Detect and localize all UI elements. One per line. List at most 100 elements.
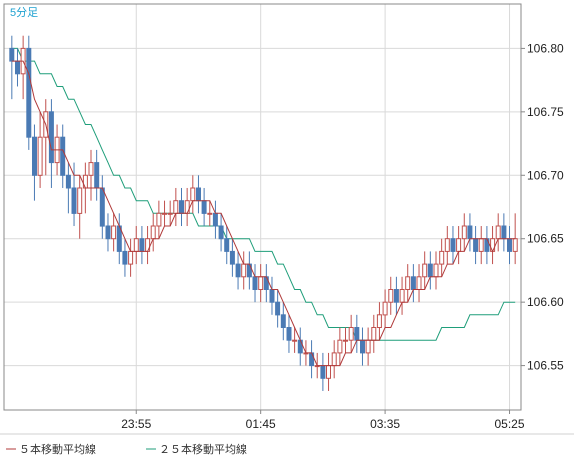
candle-body	[167, 212, 173, 215]
x-tick-label: 05:25	[495, 417, 525, 431]
candle-body	[433, 263, 439, 278]
candle	[348, 314, 354, 353]
candle-body	[258, 276, 264, 290]
candle-body	[246, 263, 252, 278]
candle	[275, 289, 281, 328]
y-tick-label: 106.55	[527, 359, 564, 373]
y-tick-label: 106.80	[527, 41, 564, 55]
legend: ５本移動平均線 ２５本移動平均線	[6, 442, 247, 456]
x-tick-label: 01:45	[246, 417, 276, 431]
candle	[405, 264, 411, 303]
candle-body	[122, 250, 128, 265]
candle-body	[179, 200, 184, 214]
timeframe-label: 5分足	[10, 6, 38, 19]
candle-body	[416, 276, 422, 290]
candle-body	[48, 111, 54, 164]
y-tick-label: 106.60	[527, 295, 564, 309]
legend-label: ２５本移動平均線	[159, 442, 247, 456]
candle-body	[286, 327, 292, 341]
candle-body	[196, 187, 201, 202]
candle-body	[444, 238, 450, 252]
candle	[156, 200, 162, 239]
candle-body	[145, 238, 151, 252]
candle	[439, 238, 445, 277]
candle	[122, 238, 128, 277]
candle-body	[212, 212, 218, 227]
candle	[111, 213, 117, 252]
candle-body	[207, 212, 213, 215]
candles-group	[9, 35, 518, 391]
candle-body	[201, 200, 207, 214]
candle-body	[71, 187, 77, 214]
candle	[162, 200, 167, 227]
candle-body	[269, 289, 275, 303]
candle-body	[184, 200, 190, 214]
candle-body	[461, 225, 467, 240]
candle	[422, 251, 428, 290]
candle-body	[456, 238, 462, 252]
candle-body	[422, 263, 428, 278]
candle	[105, 213, 111, 252]
candle	[280, 302, 286, 341]
candle-body	[309, 352, 315, 367]
candle-body	[393, 289, 399, 303]
x-tick-label: 03:35	[370, 417, 400, 431]
candle	[32, 124, 37, 201]
candle	[235, 251, 241, 290]
candle-body	[218, 225, 224, 240]
candle-body	[320, 365, 326, 379]
candle-body	[190, 187, 196, 202]
ma5-line-group	[11, 60, 516, 367]
plot-frame	[3, 3, 522, 411]
candle-body	[427, 263, 433, 278]
candle-body	[365, 339, 371, 354]
candle-body	[128, 250, 134, 265]
candle	[286, 314, 292, 353]
candle-body	[65, 174, 71, 189]
candle-body	[343, 339, 348, 342]
candle-body	[37, 136, 43, 176]
ma25-line-group	[11, 47, 516, 341]
candle-body	[162, 212, 167, 215]
candle	[65, 162, 71, 214]
candle	[450, 226, 456, 265]
candle-body	[229, 250, 235, 265]
candle	[60, 124, 66, 188]
candle	[343, 327, 348, 353]
candle	[26, 35, 32, 150]
y-tick-label: 106.70	[527, 168, 564, 182]
candle-body	[388, 289, 394, 303]
candle	[48, 99, 54, 188]
candle	[37, 111, 43, 188]
candle-body	[439, 250, 445, 265]
candle-body	[9, 47, 15, 62]
candle-body	[60, 136, 66, 176]
y-axis-ticks: 106.80 106.75 106.70 106.65 106.60 106.55	[521, 41, 564, 373]
candle	[229, 238, 235, 277]
candle	[393, 276, 399, 315]
candle-body	[478, 238, 484, 252]
candle-body	[235, 263, 241, 278]
candle-body	[275, 301, 281, 316]
candle-body	[139, 238, 145, 252]
candle-body	[473, 238, 479, 252]
candle-body	[292, 339, 298, 342]
candle-body	[88, 162, 94, 176]
candle-body	[376, 314, 382, 328]
candle-body	[77, 187, 83, 214]
ma5-line	[11, 60, 516, 367]
candle-body	[252, 276, 258, 290]
candle	[167, 200, 173, 227]
candle-body	[173, 200, 179, 214]
candle-body	[26, 47, 32, 138]
candle	[444, 226, 450, 265]
candle-body	[360, 339, 365, 354]
candle	[218, 213, 224, 252]
candle	[207, 200, 213, 227]
candle-body	[399, 289, 405, 303]
candle-body	[280, 314, 286, 328]
candle-body	[337, 339, 343, 354]
candle	[461, 213, 467, 252]
